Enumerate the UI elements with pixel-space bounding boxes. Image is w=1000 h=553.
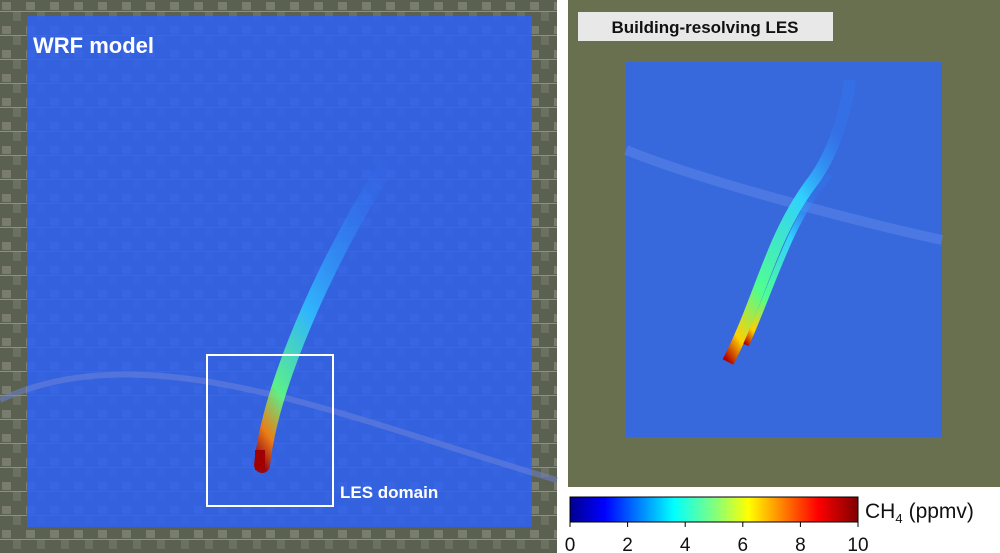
plume — [254, 72, 409, 473]
les-box — [206, 354, 334, 507]
source — [255, 450, 265, 470]
annotation: LES domain — [340, 483, 438, 502]
label-unit: (ppmv) — [909, 500, 974, 523]
plume — [722, 79, 856, 365]
road — [624, 145, 944, 245]
title-box — [578, 12, 833, 41]
tick-label: 2 — [622, 535, 633, 553]
plume — [743, 173, 833, 347]
tick-label: 4 — [680, 535, 691, 553]
panel-title: Building-resolving LES — [611, 18, 798, 37]
tick-label: 6 — [738, 535, 749, 553]
colorbar-label: CH4 (ppmv) — [865, 500, 974, 526]
colorbar-ticks: 0 2 4 6 8 10 — [565, 522, 869, 553]
road — [0, 371, 558, 483]
tick-label: 10 — [847, 535, 868, 553]
wrf-overlay — [27, 16, 532, 527]
panel-title: WRF model — [33, 33, 154, 58]
tick-label: 0 — [565, 535, 576, 553]
label-sub: 4 — [895, 511, 902, 526]
label-main: CH — [865, 500, 895, 523]
tick-label: 8 — [795, 535, 806, 553]
colorbar — [569, 496, 859, 523]
